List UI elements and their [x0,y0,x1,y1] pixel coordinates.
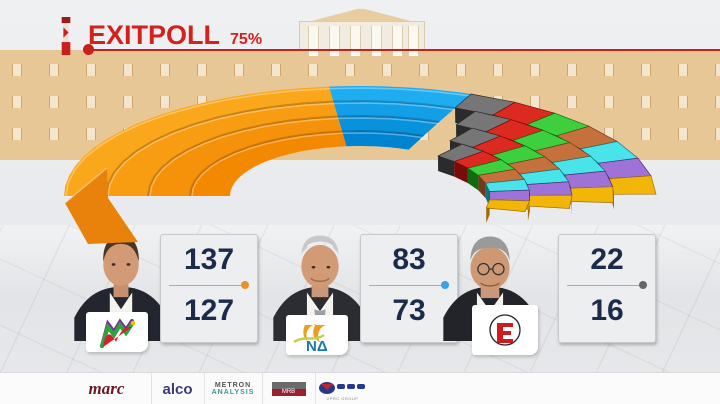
svg-text:NΔ: NΔ [306,338,328,355]
